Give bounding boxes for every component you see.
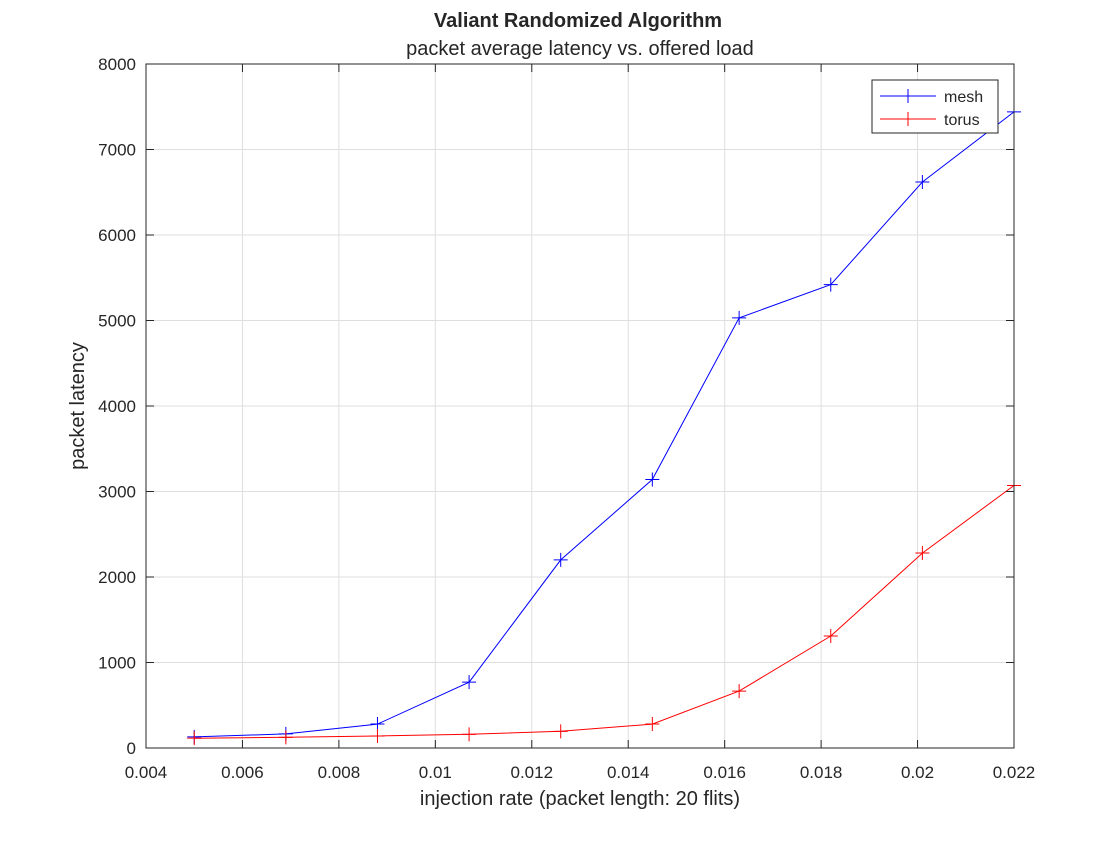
x-tick-label: 0.01 — [419, 763, 452, 782]
y-axis-label: packet latency — [67, 342, 89, 470]
x-tick-label: 0.004 — [125, 763, 168, 782]
x-tick-label: 0.008 — [318, 763, 361, 782]
data-point-mesh — [823, 277, 838, 292]
data-point-mesh — [370, 717, 385, 732]
data-point-mesh — [915, 174, 930, 189]
legend-marker-mesh — [901, 89, 915, 103]
data-point-torus — [187, 731, 202, 746]
series-line-torus — [194, 485, 1015, 739]
y-tick-label: 3000 — [98, 483, 136, 502]
legend-label-torus: torus — [944, 112, 980, 129]
data-point-mesh — [553, 552, 568, 567]
axis-ticks — [145, 63, 1015, 749]
x-tick-label: 0.02 — [901, 763, 934, 782]
x-tick-label: 0.014 — [607, 763, 650, 782]
y-tick-label: 5000 — [98, 312, 136, 331]
legend-marker-torus — [901, 112, 915, 126]
chart-subtitle: packet average latency vs. offered load — [406, 38, 754, 60]
x-tick-labels: 0.004 0.006 0.008 0.01 0.012 0.014 0.016 0.018 0… — [125, 763, 1036, 782]
x-tick-label: 0.012 — [511, 763, 554, 782]
legend: mesh torus — [871, 79, 999, 134]
chart-title: Valiant Randomized Algorithm — [434, 10, 722, 32]
data-point-torus — [553, 724, 568, 739]
y-tick-label: 4000 — [98, 397, 136, 416]
y-tick-label: 2000 — [98, 568, 136, 587]
data-point-torus — [278, 730, 293, 745]
data-point-torus — [370, 729, 385, 744]
x-tick-label: 0.016 — [703, 763, 746, 782]
y-tick-label: 0 — [127, 739, 136, 758]
data-point-mesh — [645, 472, 660, 487]
x-axis-label: injection rate (packet length: 20 flits) — [420, 788, 740, 810]
y-tick-label: 8000 — [98, 55, 136, 74]
data-point-torus — [645, 717, 660, 732]
data-point-torus — [462, 727, 477, 742]
data-point-torus — [823, 628, 838, 643]
data-point-torus — [732, 684, 747, 699]
x-tick-label: 0.022 — [993, 763, 1036, 782]
series-layer — [187, 104, 1021, 746]
series-line-mesh — [194, 111, 1015, 738]
grid — [146, 64, 1014, 748]
y-tick-label: 6000 — [98, 226, 136, 245]
x-tick-label: 0.018 — [800, 763, 843, 782]
y-tick-label: 1000 — [98, 654, 136, 673]
legend-box — [871, 79, 999, 134]
legend-label-mesh: mesh — [944, 89, 983, 106]
y-tick-labels: 0 1000 2000 3000 4000 5000 6000 7000 8000 — [98, 55, 136, 758]
y-tick-label: 7000 — [98, 141, 136, 160]
x-tick-label: 0.006 — [221, 763, 264, 782]
data-point-mesh — [732, 310, 747, 325]
data-point-torus — [915, 546, 930, 561]
data-point-mesh — [462, 675, 477, 690]
